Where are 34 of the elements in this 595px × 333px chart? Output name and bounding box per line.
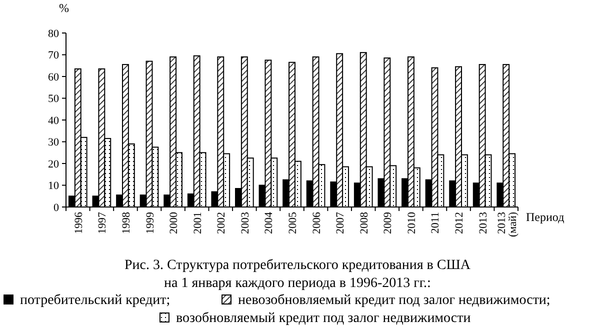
x-tick-label: 2006 xyxy=(310,212,323,234)
x-tick-label: 1996 xyxy=(72,212,85,234)
y-tick-label: 30 xyxy=(48,136,60,149)
y-tick-label: 20 xyxy=(48,158,60,170)
x-tick-label: 2008 xyxy=(358,212,370,234)
y-tick-label: 40 xyxy=(48,114,60,127)
x-tick-label: 2004 xyxy=(263,212,276,234)
x-tick-label: 2007 xyxy=(334,212,347,234)
x-tick-label: 1999 xyxy=(144,212,156,234)
x-tick-label: 2005 xyxy=(287,212,299,234)
y-tick-label: 80 xyxy=(48,28,60,40)
x-tick-label: 2001 xyxy=(192,212,204,234)
y-tick-label: 50 xyxy=(48,93,60,106)
y-tick-label: 70 xyxy=(48,50,60,62)
x-tick-label: 2010 xyxy=(406,212,418,234)
text: Рис. 3. Структура потребительского кредитования в США на 1 января каждого периода в 1996-2013 гг.: xyxy=(124,258,472,291)
x-tick-label: 1998 xyxy=(120,212,132,234)
x-tick-label: 2011 xyxy=(430,212,442,234)
y-tick-label: 0 xyxy=(54,202,60,214)
y-tick-label: 10 xyxy=(48,180,60,192)
x-tick-label: 2012 xyxy=(454,212,466,234)
x-axis-title: Период xyxy=(526,210,564,224)
x-tick-label: 2003 xyxy=(239,212,252,234)
x-tick-label: 2009 xyxy=(382,212,394,234)
y-axis-title: % xyxy=(59,1,69,15)
x-tick-label: 2013 xyxy=(477,212,490,234)
legend-label: потребительский кредит; xyxy=(20,293,170,308)
y-tick-label: 60 xyxy=(48,71,60,84)
x-tick-label: 2000 xyxy=(168,212,180,234)
x-tick-label: 2013 (май) xyxy=(496,212,520,237)
legend-label: невозобновляемый кредит под залог недвижимости; xyxy=(238,293,550,308)
x-tick-label: 1997 xyxy=(96,212,109,234)
x-tick-label: 2002 xyxy=(216,212,228,234)
legend-label: возобновляемый кредит под залог недвижимости xyxy=(176,311,472,326)
